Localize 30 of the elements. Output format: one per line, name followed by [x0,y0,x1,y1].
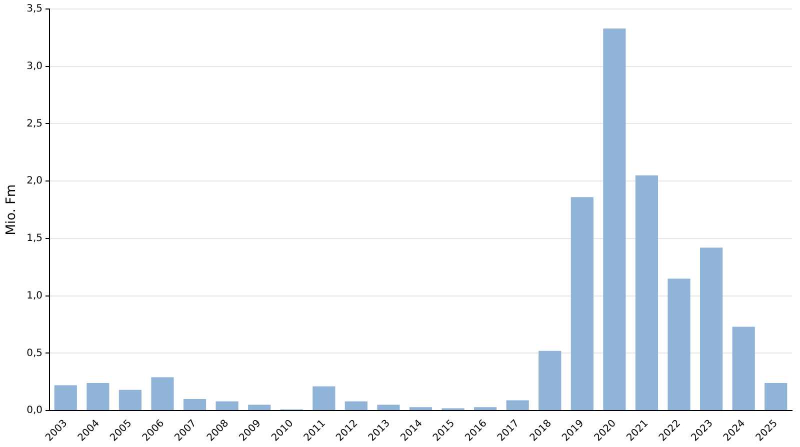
bar [603,28,626,410]
bar [248,404,271,410]
bar [183,399,206,410]
bar [86,382,110,410]
bar [377,404,400,410]
bar [570,197,594,410]
bar [344,401,368,410]
bar [764,382,788,410]
bar [54,385,77,410]
bar [216,401,238,410]
bar [538,350,562,410]
y-axis-title: Mio. Fm [4,184,20,236]
bar [409,407,432,410]
y-tick-label: 0,0 [26,405,43,416]
y-tick-label: 3,5 [26,4,43,15]
bar [312,386,336,410]
y-tick-label: 2,0 [26,176,43,187]
bar [668,278,690,410]
y-tick-label: 1,0 [26,290,43,302]
bar [506,400,529,410]
bar [474,407,497,410]
bar [118,390,142,410]
bar [732,326,755,410]
y-tick-label: 3,0 [26,60,43,72]
bar [700,248,723,410]
bar [151,377,174,410]
bar [635,175,658,410]
y-tick-label: 0,5 [26,348,43,359]
y-tick-label: 1,5 [26,233,43,244]
y-tick-label: 2,5 [26,118,43,130]
